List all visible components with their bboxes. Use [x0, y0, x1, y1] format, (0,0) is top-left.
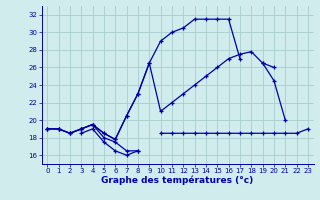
X-axis label: Graphe des températures (°c): Graphe des températures (°c) — [101, 176, 254, 185]
